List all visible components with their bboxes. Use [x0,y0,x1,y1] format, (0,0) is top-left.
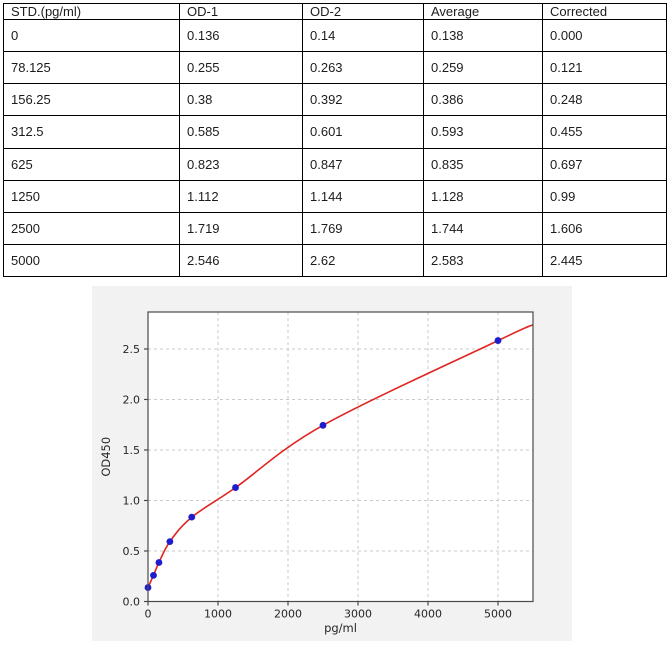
table-cell: 312.5 [3,115,180,149]
table-cell: 0.136 [179,18,303,53]
y-tick-label: 1.5 [123,444,141,457]
data-point [155,559,163,566]
x-tick-label: 0 [145,608,152,621]
table-cell: 2.445 [542,243,667,278]
table-cell: 0.847 [302,147,424,181]
y-tick-label: 1.0 [123,494,141,507]
table-cell: 1.112 [179,179,303,213]
table-cell: 0.000 [542,18,667,53]
table-cell: 2.546 [179,243,303,278]
x-tick-label: 3000 [344,608,372,621]
table-row: 156.25 0.38 0.392 0.386 0.248 [3,83,667,117]
standard-points [144,337,502,591]
column-header-1: OD-1 [179,3,303,20]
table-cell: 0.99 [542,179,667,213]
table-cell: 0.455 [542,115,667,149]
table-cell: 1.719 [179,211,303,245]
table-cell: 0.255 [179,51,303,85]
table-cell: 78.125 [3,51,180,85]
table-row: 5000 2.546 2.62 2.583 2.445 [3,243,667,278]
table-cell: 0.585 [179,115,303,149]
table-cell: 0.248 [542,83,667,117]
table-cell: 1.128 [423,179,543,213]
table-cell: 0.601 [302,115,424,149]
table-cell: 156.25 [3,83,180,117]
table-cell: 2500 [3,211,180,245]
table-cell: 0.38 [179,83,303,117]
table-cell: 0.14 [302,18,424,53]
column-header-2: OD-2 [302,3,424,20]
standard-curve-figure: 0 1000 2000 3000 4000 5000 0.0 0.5 1.0 1.5 2.0 2.5 p… [92,286,572,641]
table-cell: 1250 [3,179,180,213]
axes-spines [147,311,534,603]
table-cell: 1.769 [302,211,424,245]
x-tick-label: 1000 [204,608,232,621]
table-cell: 0.823 [179,147,303,181]
data-point [166,538,174,545]
column-header-3: Average [423,3,543,20]
y-tick-label: 2.5 [123,343,141,356]
y-axis-label: OD450 [99,437,113,477]
x-tick-label: 4000 [414,608,442,621]
y-tick-label: 0.0 [123,596,141,609]
data-point [232,484,239,491]
table-cell: 625 [3,147,180,181]
table-cell: 0.593 [423,115,543,149]
table-row: 1250 1.112 1.144 1.128 0.99 [3,179,667,213]
table-cell: 2.583 [423,243,543,278]
standard-curve-chart: 0 1000 2000 3000 4000 5000 0.0 0.5 1.0 1.5 2.0 2.5 p… [92,286,572,641]
standards-table: STD.(pg/ml) OD-1 OD-2 Average Corrected 0 0.1… [3,3,667,278]
table-cell: 1.744 [423,211,543,245]
table-cell: 1.606 [542,211,667,245]
table-cell: 0.392 [302,83,424,117]
table-cell: 5000 [3,243,180,278]
table-row: 625 0.823 0.847 0.835 0.697 [3,147,667,181]
data-point [319,421,327,429]
fit-curve [147,323,534,588]
table-cell: 0.121 [542,51,667,85]
table-row: 2500 1.719 1.769 1.744 1.606 [3,211,667,245]
column-header-0: STD.(pg/ml) [3,3,180,20]
table-cell: 2.62 [302,243,424,278]
table-cell: 0.263 [302,51,424,85]
y-tick-label: 2.0 [123,393,141,406]
x-tick-label: 5000 [484,608,512,621]
table-cell: 0.835 [423,147,543,181]
data-point [494,337,502,344]
column-header-4: Corrected [542,3,667,20]
table-row: 0 0.136 0.14 0.138 0.000 [3,18,667,53]
table-cell: 0.138 [423,18,543,53]
table-cell: 0.697 [542,147,667,181]
data-point [188,513,196,521]
table-row: 312.5 0.585 0.601 0.593 0.455 [3,115,667,149]
plot-area [148,312,533,602]
x-axis-label: pg/ml [324,621,357,635]
table-cell: 0.386 [423,83,543,117]
tick-labels: 0 1000 2000 3000 4000 5000 0.0 0.5 1.0 1.5 2.0 2.5 [123,343,513,621]
table-cell: 0.259 [423,51,543,85]
y-tick-label: 0.5 [123,545,141,558]
x-tick-label: 2000 [274,608,302,621]
tick-marks [144,348,499,606]
table-row: 78.125 0.255 0.263 0.259 0.121 [3,51,667,85]
table-cell: 0 [3,18,180,53]
data-point [150,571,157,579]
table-header-row: STD.(pg/ml) OD-1 OD-2 Average Corrected [3,3,667,20]
table-cell: 1.144 [302,179,424,213]
